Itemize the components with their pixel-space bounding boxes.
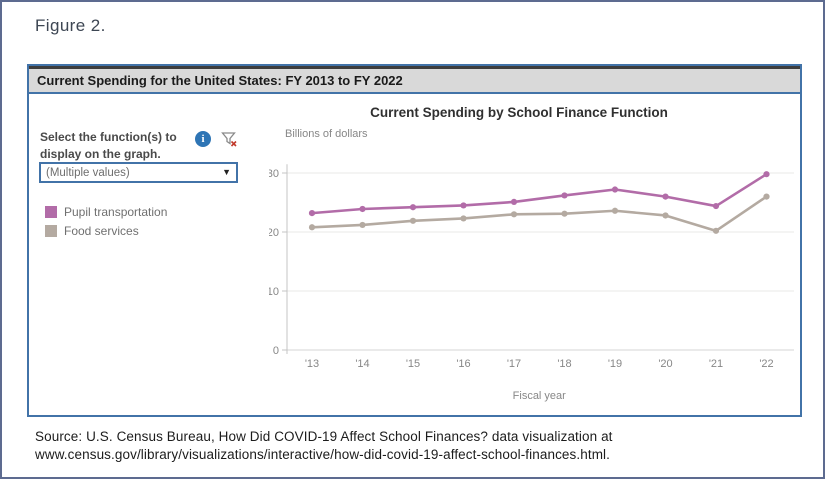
data-point-pupil-transportation[interactable] bbox=[460, 202, 467, 209]
data-point-pupil-transportation[interactable] bbox=[359, 205, 366, 213]
data-point-food-services[interactable] bbox=[561, 210, 568, 217]
red-x-mark bbox=[230, 140, 237, 147]
data-point-pupil-transportation[interactable] bbox=[561, 192, 568, 199]
x-axis-title: Fiscal year bbox=[513, 390, 567, 402]
data-point-food-services[interactable] bbox=[763, 193, 770, 200]
data-point-food-services[interactable] bbox=[510, 211, 518, 218]
data-point-food-services[interactable] bbox=[359, 221, 366, 229]
y-axis-title: Billions of dollars bbox=[285, 128, 368, 140]
tableau-viz: Current Spending for the United States: … bbox=[27, 64, 802, 417]
x-tick-label: '14 bbox=[355, 358, 369, 370]
legend-item[interactable]: Pupil transportation bbox=[45, 202, 167, 221]
x-tick-label: '20 bbox=[658, 358, 672, 370]
x-tick-label: '16 bbox=[456, 358, 470, 370]
filter-prompt: Select the function(s) to display on the… bbox=[40, 129, 177, 163]
x-tick-label: '21 bbox=[709, 358, 723, 370]
data-point-food-services[interactable] bbox=[460, 215, 467, 222]
function-dropdown[interactable]: (Multiple values) ▼ bbox=[39, 162, 238, 183]
legend-label: Pupil transportation bbox=[64, 204, 168, 219]
data-point-pupil-transportation[interactable] bbox=[763, 171, 770, 178]
dropdown-value: (Multiple values) bbox=[46, 166, 130, 179]
data-point-pupil-transportation[interactable] bbox=[510, 198, 518, 206]
data-point-pupil-transportation[interactable] bbox=[308, 210, 316, 217]
legend-item[interactable]: Food services bbox=[45, 221, 167, 240]
legend-swatch bbox=[45, 205, 57, 218]
chart-title: Current Spending by School Finance Funct… bbox=[370, 105, 668, 120]
y-tick-label: 0 bbox=[273, 345, 279, 357]
viz-header: Current Spending for the United States: … bbox=[29, 66, 800, 94]
data-point-pupil-transportation[interactable] bbox=[712, 202, 720, 210]
clear-filter-icon[interactable] bbox=[221, 131, 238, 148]
data-point-pupil-transportation[interactable] bbox=[662, 193, 669, 200]
y-tick-label: 30 bbox=[269, 168, 279, 180]
data-point-food-services[interactable] bbox=[662, 212, 669, 219]
x-tick-label: '18 bbox=[557, 358, 571, 370]
data-point-pupil-transportation[interactable] bbox=[409, 204, 417, 211]
filter-prompt-line1: Select the function(s) to bbox=[40, 130, 177, 144]
data-point-food-services[interactable] bbox=[611, 207, 619, 214]
legend-label: Food services bbox=[64, 223, 139, 238]
legend-swatch bbox=[45, 224, 57, 237]
data-point-pupil-transportation[interactable] bbox=[611, 186, 619, 193]
data-point-food-services[interactable] bbox=[409, 217, 417, 224]
x-tick-label: '19 bbox=[608, 358, 622, 370]
data-point-food-services[interactable] bbox=[308, 224, 316, 231]
figure-label: Figure 2. bbox=[35, 16, 106, 35]
x-tick-label: '13 bbox=[305, 358, 319, 370]
series-line-pupil-transportation[interactable] bbox=[311, 173, 768, 215]
y-tick-label: 10 bbox=[269, 286, 279, 298]
x-tick-label: '22 bbox=[759, 358, 773, 370]
y-tick-label: 20 bbox=[269, 227, 279, 239]
source-line1: Source: U.S. Census Bureau, How Did COVI… bbox=[35, 429, 613, 444]
data-point-food-services[interactable] bbox=[712, 227, 720, 234]
dropdown-caret-icon: ▼ bbox=[222, 167, 231, 177]
source-note: Source: U.S. Census Bureau, How Did COVI… bbox=[35, 428, 613, 463]
series-line-food-services[interactable] bbox=[311, 195, 768, 233]
color-legend: Pupil transportation Food services bbox=[45, 202, 167, 240]
filter-prompt-line2: display on the graph. bbox=[40, 146, 161, 161]
viz-header-title: Current Spending for the United States: … bbox=[37, 73, 403, 88]
x-tick-label: '17 bbox=[507, 358, 521, 370]
line-chart: 0 10 20 30 '13 '14 '15 '16 '17 '18 '19 '20 '21 '22 Fis… bbox=[269, 164, 794, 402]
x-tick-label: '15 bbox=[406, 358, 420, 370]
funnel-shape bbox=[221, 132, 236, 145]
info-icon[interactable]: i bbox=[195, 131, 211, 147]
source-line2: www.census.gov/library/visualizations/in… bbox=[35, 446, 610, 462]
